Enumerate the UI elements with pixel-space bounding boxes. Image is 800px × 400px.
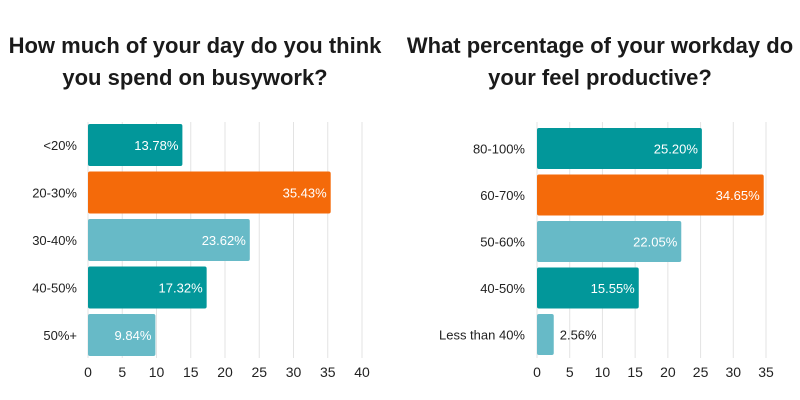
bar	[88, 266, 207, 309]
x-tick-label: 10	[149, 364, 165, 380]
bar	[537, 221, 682, 262]
x-tick-label: 0	[84, 364, 92, 380]
category-label: 40-50%	[32, 281, 77, 296]
left-chart-title: How much of your day do you think you sp…	[8, 33, 382, 90]
category-label: 30-40%	[32, 233, 77, 248]
data-label: 23.62%	[202, 233, 247, 248]
x-tick-label: 0	[533, 364, 541, 380]
category-label: 50%+	[43, 328, 77, 343]
bar	[537, 314, 554, 355]
x-tick-label: 40	[354, 364, 370, 380]
x-tick-label: 35	[320, 364, 336, 380]
x-tick-label: 15	[183, 364, 199, 380]
category-label: Less than 40%	[439, 328, 525, 343]
x-tick-label: 25	[251, 364, 267, 380]
bar	[88, 124, 183, 166]
x-tick-label: 35	[758, 364, 774, 380]
bar	[537, 128, 702, 169]
x-tick-label: 5	[566, 364, 574, 380]
bar	[88, 219, 250, 261]
category-label: <20%	[43, 138, 77, 153]
x-tick-label: 5	[118, 364, 126, 380]
right-chart-title: What percentage of your workday do your …	[406, 33, 794, 90]
data-label: 22.05%	[633, 235, 678, 250]
x-tick-label: 20	[217, 364, 233, 380]
bar	[537, 267, 639, 309]
category-label: 40-50%	[480, 281, 525, 296]
data-label: 25.20%	[654, 142, 699, 157]
data-label: 17.32%	[159, 281, 204, 296]
x-tick-label: 20	[660, 364, 676, 380]
data-label: 15.55%	[591, 281, 636, 296]
x-tick-label: 15	[627, 364, 643, 380]
category-label: 80-100%	[473, 142, 525, 157]
data-label: 9.84%	[115, 328, 152, 343]
bar	[88, 314, 156, 356]
category-label: 50-60%	[480, 235, 525, 250]
x-tick-label: 30	[286, 364, 302, 380]
bar	[88, 171, 331, 214]
x-tick-label: 30	[725, 364, 741, 380]
x-tick-label: 25	[693, 364, 709, 380]
category-label: 60-70%	[480, 188, 525, 203]
category-label: 20-30%	[32, 186, 77, 201]
data-label: 35.43%	[283, 186, 328, 201]
data-label: 34.65%	[716, 188, 761, 203]
data-label: 2.56%	[560, 328, 597, 343]
data-label: 13.78%	[134, 138, 179, 153]
x-tick-label: 10	[595, 364, 611, 380]
bar	[537, 174, 764, 216]
